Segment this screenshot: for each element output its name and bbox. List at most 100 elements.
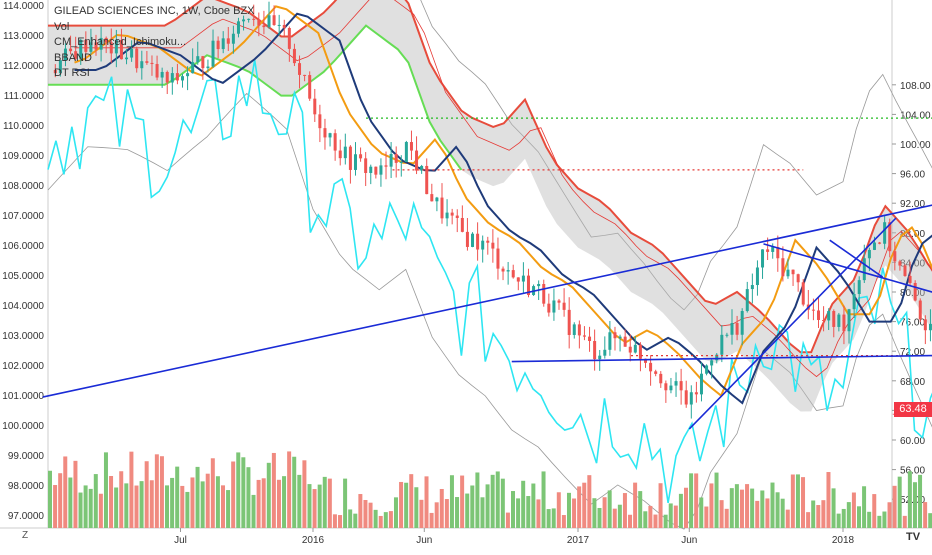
volume-bar	[577, 486, 581, 528]
volume-bar	[536, 499, 540, 528]
left-axis-tick-label: 114.0000	[3, 1, 44, 12]
zoom-button[interactable]: Z	[22, 530, 28, 541]
volume-bar	[150, 480, 154, 528]
volume-bar	[211, 458, 215, 528]
candle-body	[634, 345, 637, 353]
left-axis-tick-label: 98.0000	[8, 481, 45, 492]
candle-body	[736, 323, 739, 335]
candle-body	[563, 303, 566, 310]
volume-bar	[750, 489, 754, 528]
candle-body	[771, 247, 774, 252]
candle-body	[746, 289, 749, 311]
legend-indicator-bband[interactable]: BBAND	[54, 51, 255, 67]
trendline	[43, 70, 932, 397]
volume-bar	[903, 516, 907, 528]
candle-body	[334, 133, 337, 150]
volume-bar	[765, 498, 769, 528]
volume-bar	[608, 490, 612, 528]
candle-body	[853, 294, 856, 309]
volume-bar	[480, 497, 484, 528]
volume-bar	[369, 503, 373, 528]
volume-bar	[140, 481, 144, 528]
volume-bar	[333, 514, 337, 528]
volume-bar	[882, 512, 886, 528]
volume-bar	[455, 497, 459, 528]
legend-indicator-ichimoku[interactable]: CM_Enhanced_Ichimoku...	[54, 35, 255, 51]
volume-bar	[811, 500, 815, 528]
candle-body	[456, 216, 459, 218]
candle-body	[410, 142, 413, 151]
volume-bar	[323, 477, 327, 528]
legend-indicator-vol[interactable]: Vol	[54, 20, 255, 36]
volume-bar	[928, 513, 932, 528]
volume-bar	[821, 500, 825, 528]
candle-body	[786, 270, 789, 277]
x-axis-tick-label: Jun	[416, 535, 432, 546]
volume-bar	[363, 500, 367, 528]
volume-bar	[923, 502, 927, 528]
volume-bar	[63, 456, 67, 528]
candle-body	[491, 243, 494, 249]
volume-bar	[842, 509, 846, 528]
volume-bar	[221, 485, 225, 528]
volume-bar	[867, 512, 871, 528]
volume-bar	[506, 513, 510, 528]
candle-body	[573, 324, 576, 335]
candle-body	[303, 75, 306, 76]
volume-bar	[58, 473, 62, 528]
candle-body	[919, 301, 922, 320]
volume-bar	[307, 484, 311, 528]
volume-bar	[709, 483, 713, 528]
candle-body	[903, 266, 906, 276]
volume-bar	[806, 512, 810, 528]
candle-body	[278, 25, 281, 26]
candle-body	[318, 114, 321, 128]
candle-body	[649, 363, 652, 371]
candle-body	[695, 392, 698, 394]
volume-bar	[791, 474, 795, 528]
candle-body	[308, 75, 311, 99]
volume-bar	[89, 489, 93, 528]
volume-bar	[832, 488, 836, 528]
volume-bar	[486, 484, 490, 528]
left-axis-tick-label: 107.0000	[2, 211, 44, 222]
legend-title[interactable]: GILEAD SCIENCES INC, 1W, Cboe BZX	[54, 4, 255, 20]
volume-bar	[684, 488, 688, 528]
candle-body	[827, 311, 830, 320]
candle-body	[405, 142, 408, 162]
volume-bar	[109, 476, 113, 528]
volume-bar	[318, 485, 322, 528]
candle-body	[552, 300, 555, 312]
volume-bar	[628, 515, 632, 528]
volume-bar	[104, 452, 108, 528]
volume-bar	[648, 506, 652, 528]
volume-bar	[542, 471, 546, 528]
candle-body	[390, 154, 393, 167]
candle-body	[379, 165, 382, 174]
volume-bar	[282, 476, 286, 528]
volume-bar	[257, 480, 261, 528]
candle-body	[741, 311, 744, 335]
volume-bar	[664, 515, 668, 528]
left-axis-tick-label: 108.0000	[2, 181, 44, 192]
candle-body	[502, 269, 505, 272]
volume-bar	[898, 477, 902, 528]
volume-bar	[516, 498, 520, 528]
left-axis-tick-label: 113.0000	[3, 31, 44, 42]
volume-bar	[241, 457, 245, 528]
volume-bar	[48, 471, 52, 528]
volume-bar	[419, 500, 423, 528]
volume-bar	[572, 498, 576, 528]
legend-indicator-rsi[interactable]: DT RSI	[54, 66, 255, 82]
x-axis-tick-label: 2018	[832, 535, 855, 546]
volume-bar	[353, 514, 357, 528]
candle-body	[898, 261, 901, 265]
volume-bar	[119, 471, 123, 528]
candle-body	[547, 304, 550, 313]
candle-body	[359, 154, 362, 158]
volume-bar	[114, 487, 118, 528]
candle-body	[822, 320, 825, 321]
candle-body	[298, 63, 301, 75]
